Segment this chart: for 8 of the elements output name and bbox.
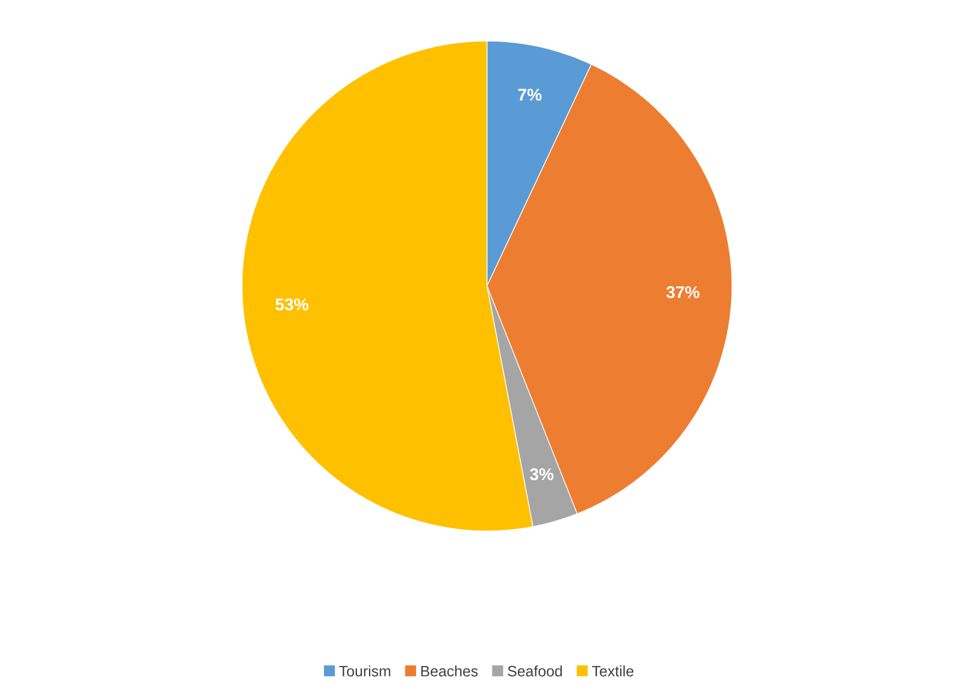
legend-label: Textile [592, 665, 634, 676]
legend-label: Beaches [421, 665, 478, 676]
data-label: 7% [518, 88, 542, 101]
data-label: 37% [666, 286, 700, 298]
legend-label: Seafood [508, 665, 562, 676]
data-label: 3% [530, 468, 554, 480]
legend-label: Tourism [339, 665, 390, 676]
data-label: 53% [275, 298, 308, 310]
